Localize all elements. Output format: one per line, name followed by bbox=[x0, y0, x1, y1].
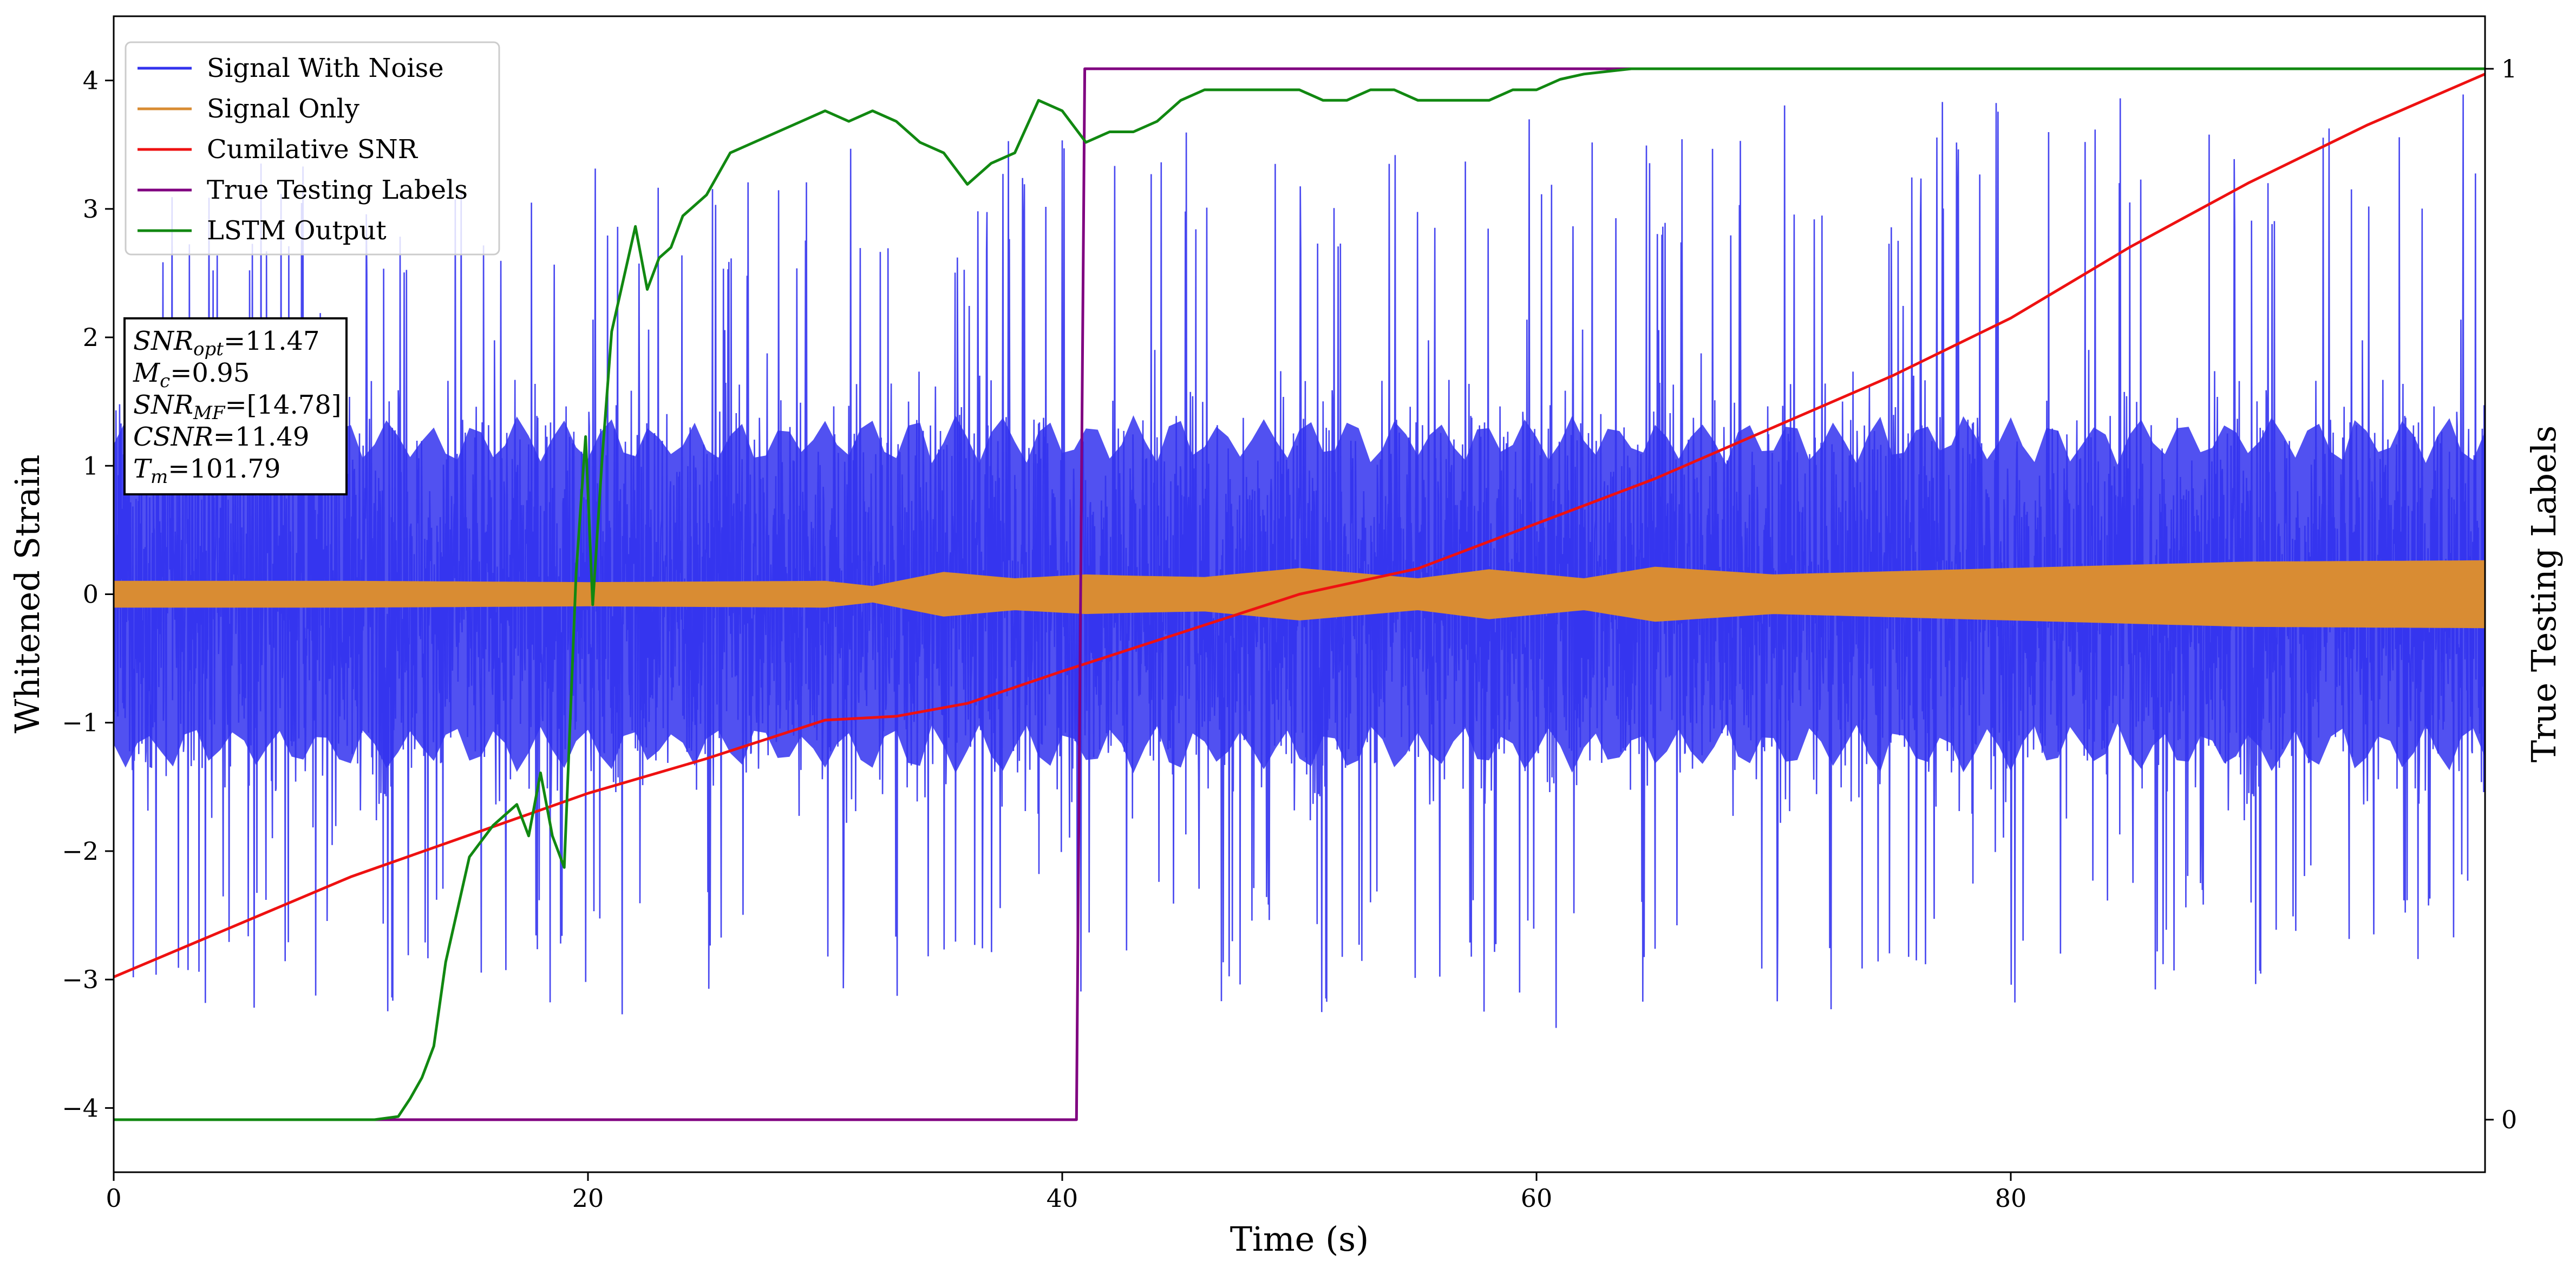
legend-label: Signal With Noise bbox=[207, 53, 444, 83]
y-tick-label-left: −2 bbox=[62, 837, 99, 866]
x-tick-label: 80 bbox=[1995, 1184, 2027, 1213]
x-tick-label: 40 bbox=[1047, 1184, 1078, 1213]
y-tick-label-left: −1 bbox=[62, 708, 99, 737]
legend-label: LSTM Output bbox=[207, 215, 387, 246]
legend-frame bbox=[125, 41, 500, 256]
y-tick-label-right: 0 bbox=[2501, 1105, 2517, 1134]
legend: Signal With Noise Signal Only Cumilative S… bbox=[125, 41, 500, 256]
annotation-line: SNRopt=11.47 bbox=[133, 326, 320, 360]
plot-area bbox=[113, 67, 2486, 1121]
legend-label: Signal Only bbox=[207, 94, 359, 124]
x-tick-label: 0 bbox=[106, 1184, 121, 1213]
y-axis-label-right: True Testing Labels bbox=[2524, 426, 2564, 763]
annotation-box: SNRopt=11.47Mc=0.95SNRMF=[14.78]CSNR=11.… bbox=[123, 317, 348, 495]
y-tick-label-left: −3 bbox=[62, 965, 99, 994]
x-axis-label: Time (s) bbox=[1230, 1219, 1369, 1259]
legend-label: True Testing Labels bbox=[207, 175, 468, 205]
y-tick-label-left: −4 bbox=[62, 1093, 99, 1122]
y-axis-label-left: Whitened Strain bbox=[8, 455, 47, 734]
x-tick-label: 60 bbox=[1521, 1184, 1553, 1213]
annotation-frame bbox=[123, 317, 348, 495]
annotation-line: Mc=0.95 bbox=[133, 358, 250, 392]
annotation-line: Tm=101.79 bbox=[133, 454, 280, 488]
y-tick-label-left: 0 bbox=[83, 580, 99, 609]
y-tick-label-left: 1 bbox=[83, 451, 99, 480]
y-tick-label-right: 1 bbox=[2501, 54, 2517, 83]
y-tick-label-left: 2 bbox=[83, 323, 99, 352]
y-tick-label-left: 3 bbox=[83, 194, 99, 224]
legend-label: Cumilative SNR bbox=[207, 134, 419, 165]
x-tick-label: 20 bbox=[572, 1184, 604, 1213]
annotation-line: SNRMF=[14.78] bbox=[133, 390, 342, 424]
series-lstm-output bbox=[114, 67, 2485, 1121]
series-cumulative-snr bbox=[113, 73, 2486, 978]
annotation-line: CSNR=11.49 bbox=[133, 422, 309, 452]
y-tick-label-left: 4 bbox=[83, 66, 99, 95]
